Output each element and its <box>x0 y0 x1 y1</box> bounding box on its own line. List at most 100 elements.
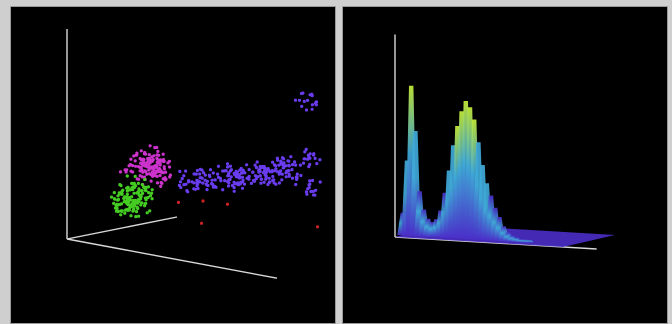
scatter-point <box>142 175 146 179</box>
scatter-point <box>133 159 137 163</box>
scatter-point <box>294 182 298 187</box>
scatter-point <box>195 168 199 173</box>
scatter-point <box>148 209 152 213</box>
scatter-point <box>148 144 152 148</box>
scatter-point <box>290 176 295 180</box>
scatter-point <box>137 214 141 218</box>
scatter-point <box>139 194 143 199</box>
scatter-point <box>258 174 262 178</box>
scatter-point <box>120 209 124 213</box>
scatter-point <box>147 191 151 195</box>
scatter-point <box>310 107 314 111</box>
scatter-point <box>280 178 284 182</box>
scatter-point <box>281 161 285 165</box>
scatter-point <box>128 188 132 192</box>
scatter-point <box>264 177 268 181</box>
scatter-point <box>314 188 318 192</box>
scatter-point <box>132 154 136 158</box>
scatter-point <box>155 169 159 173</box>
scatter-point <box>140 183 144 187</box>
scatter-point <box>314 103 318 107</box>
scatter-point <box>146 185 150 189</box>
scatter-point <box>136 181 140 185</box>
scatter-point <box>202 171 206 175</box>
scatter-point <box>305 192 309 196</box>
scatter-point <box>167 165 172 169</box>
scatter-point <box>196 186 200 191</box>
scatter-point <box>205 188 209 192</box>
scatter-point <box>116 203 120 207</box>
scatter-point <box>163 176 167 180</box>
scatter-points <box>110 91 322 229</box>
scatter-point <box>147 153 151 157</box>
scatter-point <box>206 183 210 188</box>
scatter-point <box>277 181 281 185</box>
scatter-point <box>258 167 262 171</box>
scatter-point <box>224 169 228 173</box>
scatter-point <box>225 165 230 169</box>
scatter-point <box>142 157 146 162</box>
scatter-point <box>198 172 202 176</box>
scatter-point <box>161 171 165 175</box>
scatter-point <box>232 185 236 190</box>
scatter-point <box>117 191 121 195</box>
scatter-point <box>254 166 259 170</box>
scatter-point <box>146 162 150 166</box>
scatter-point <box>249 181 253 185</box>
scatter-point <box>145 165 149 169</box>
scatter-point <box>116 209 120 214</box>
scatter-point <box>149 158 153 163</box>
scatter-point <box>118 183 122 187</box>
scatter-point <box>259 177 263 181</box>
scatter-point <box>266 182 270 187</box>
scatter-point <box>308 179 312 183</box>
scatter-point <box>310 92 314 96</box>
scatter-point <box>213 178 217 182</box>
scatter-point <box>118 170 123 174</box>
scatter-point <box>270 170 274 174</box>
scatter-point <box>287 174 291 178</box>
scatter-point <box>302 99 306 103</box>
scatter-point <box>304 108 309 112</box>
scatter-point <box>247 168 251 172</box>
scatter-point <box>304 147 308 151</box>
scatter-point <box>228 164 232 168</box>
scatter-point <box>196 182 200 186</box>
scatter-point <box>143 169 147 173</box>
scatter-point <box>251 170 255 174</box>
scatter-3d-panel <box>10 6 336 324</box>
scatter-point <box>137 200 141 204</box>
scatter-point <box>240 186 245 190</box>
scatter-point <box>306 153 310 157</box>
scatter-point <box>241 168 245 172</box>
scatter-point <box>307 186 311 190</box>
scatter-point <box>238 168 242 172</box>
scatter-point <box>127 164 131 168</box>
scatter-point <box>127 200 131 204</box>
scatter-point <box>145 211 149 215</box>
scatter-point <box>253 174 257 178</box>
scatter-point <box>294 163 298 167</box>
scatter-point <box>148 194 153 198</box>
scatter-point <box>274 164 278 168</box>
scatter-point <box>275 156 279 160</box>
scatter-point <box>300 104 304 108</box>
scatter-point <box>245 176 249 180</box>
scatter-point <box>251 178 256 183</box>
scatter-point <box>240 171 244 175</box>
scatter-point <box>235 170 239 174</box>
surface-3d-plot <box>394 34 615 250</box>
scatter-point <box>159 184 163 188</box>
scatter-point <box>161 152 165 156</box>
scatter-point <box>192 172 196 176</box>
z-axis-line <box>66 216 178 240</box>
scatter-point <box>155 145 159 150</box>
scatter-point <box>203 173 207 177</box>
scatter-point <box>295 172 299 176</box>
scatter-point <box>123 195 127 199</box>
scatter-point <box>178 169 182 173</box>
scatter-point <box>272 178 276 182</box>
scatter-point <box>185 189 189 193</box>
scatter-point <box>137 177 141 181</box>
scatter-point <box>221 188 225 192</box>
